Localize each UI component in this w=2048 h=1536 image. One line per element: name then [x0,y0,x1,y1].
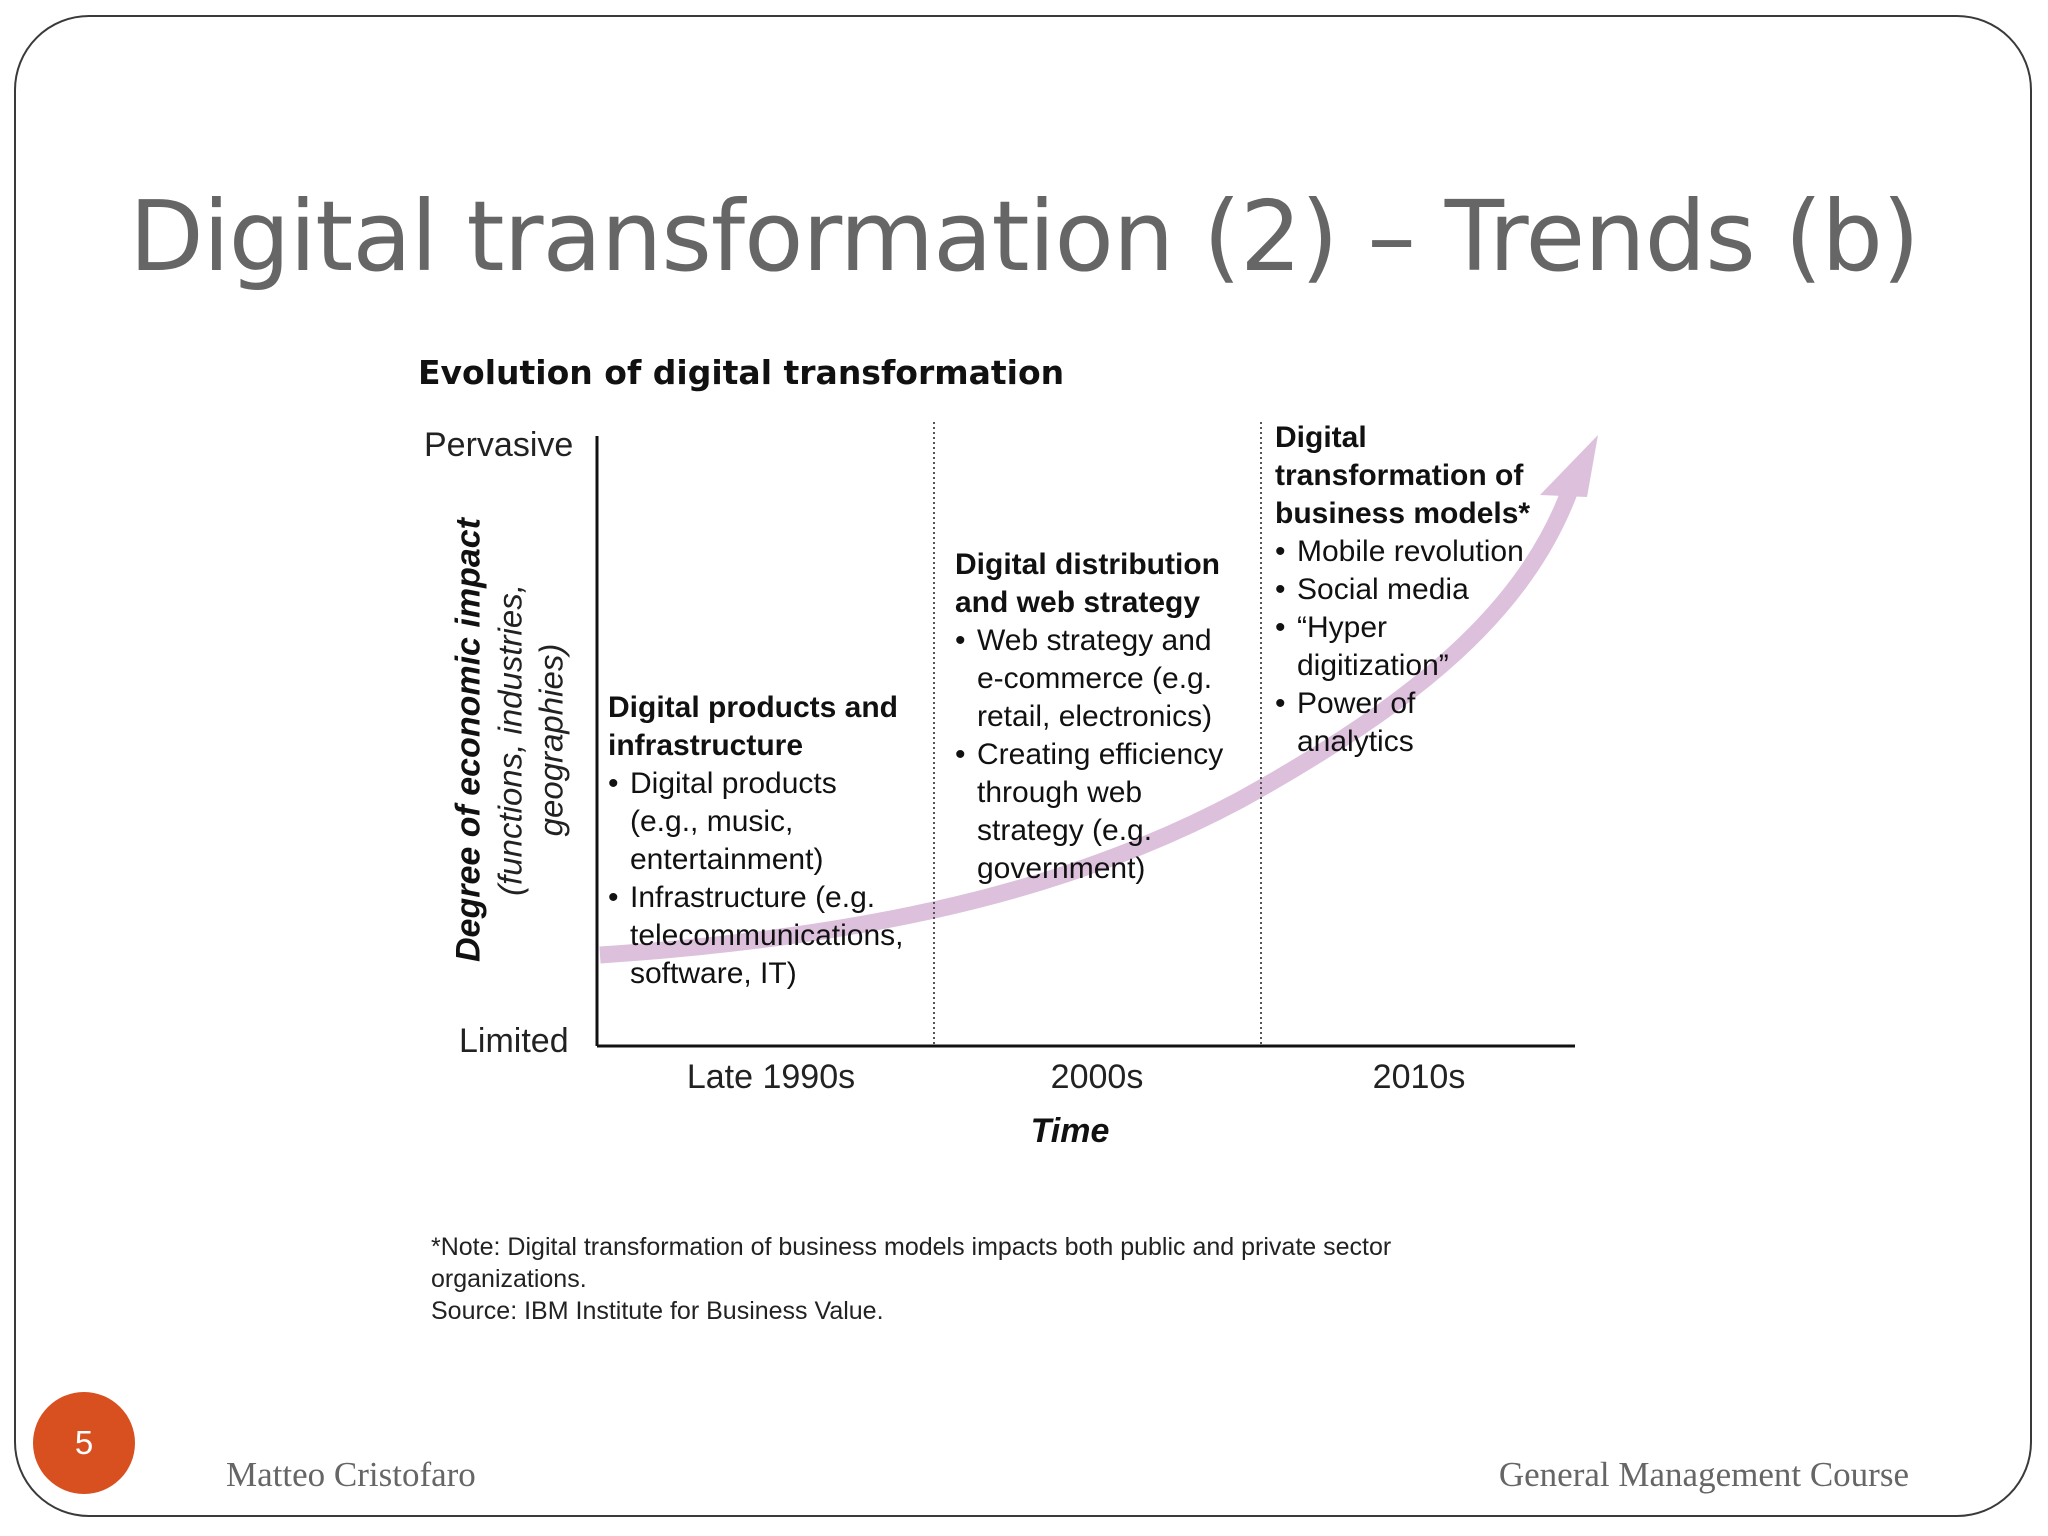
bullet-item: Digital products (e.g., music, entertain… [608,765,903,879]
x-tick-2010s: 2010s [1372,1058,1466,1096]
footer-author: Matteo Cristofaro [226,1455,476,1494]
phase-title-line: and web strategy [955,586,1201,619]
bullet-line: Creating efficiency [977,738,1224,771]
bullet-line: Infrastructure (e.g. [630,881,876,914]
bullet-line: analytics [1297,725,1414,758]
bullet-line: telecommunications, [630,919,904,952]
footer-course: General Management Course [1498,1455,1909,1494]
x-axis-title: Time [1030,1112,1110,1150]
bullet-line: (e.g., music, [630,805,794,838]
phase-late-1990s: Digital products and infrastructure Digi… [608,689,903,993]
bullet-line: Digital products [630,767,837,800]
bullet-line: through web [977,776,1143,809]
bullet-line: digitization” [1297,649,1449,682]
bullet-line: software, IT) [630,957,797,990]
bullet-line: Mobile revolution [1297,535,1524,568]
phase-title-line: business models* [1275,497,1531,530]
phase-title-line: transformation of [1275,459,1524,492]
bullet-line: e-commerce (e.g. [977,662,1213,695]
bullet-item: Power of analytics [1275,685,1530,761]
bullet-item: Mobile revolution [1275,533,1530,571]
phase-title: Digital products and infrastructure [608,689,903,765]
phase-title-line: Digital distribution [955,548,1220,581]
phase-title-line: Digital products and [608,691,899,724]
source-line: Source: IBM Institute for Business Value… [431,1297,884,1325]
y-axis-title-sub-2: geographies) [532,643,570,837]
x-tick-2000s: 2000s [1050,1058,1144,1096]
bullet-line: government) [977,852,1146,885]
y-axis-bottom-label: Limited [459,1022,569,1060]
bullet-line: Power of [1297,687,1416,720]
page-number-badge: 5 [33,1392,135,1494]
phase-2000s: Digital distribution and web strategy We… [955,546,1223,888]
bullet-line: Social media [1297,573,1469,606]
x-tick-late-1990s: Late 1990s [686,1058,856,1096]
note-line: *Note: Digital transformation of busines… [431,1233,1392,1261]
phase-bullets: Mobile revolution Social media “Hyper di… [1275,533,1530,761]
bullet-line: entertainment) [630,843,824,876]
figure-title: Evolution of digital transformation [418,353,1065,392]
y-axis-top-label: Pervasive [424,426,574,464]
note-line: organizations. [431,1265,587,1293]
bullet-item: Infrastructure (e.g. telecommunications,… [608,879,903,993]
y-axis-title-main: Degree of economic impact [449,517,488,963]
bullet-line: Web strategy and [977,624,1212,657]
figure-note: *Note: Digital transformation of busines… [431,1231,1581,1327]
phase-title: Digital distribution and web strategy [955,546,1223,622]
bullet-item: Social media [1275,571,1530,609]
phase-bullets: Web strategy and e-commerce (e.g. retail… [955,622,1223,888]
phase-title-line: Digital [1275,421,1367,454]
bullet-line: retail, electronics) [977,700,1213,733]
phase-2010s: Digital transformation of business model… [1275,419,1530,761]
phase-title: Digital transformation of business model… [1275,419,1530,533]
bullet-line: “Hyper [1297,611,1388,644]
bullet-line: strategy (e.g. [977,814,1153,847]
phase-bullets: Digital products (e.g., music, entertain… [608,765,903,993]
slide-title: Digital transformation (2) – Trends (b) [129,180,1920,293]
bullet-item: “Hyper digitization” [1275,609,1530,685]
bullet-item: Creating efficiency through web strategy… [955,736,1223,888]
y-axis-title-sub-1: (functions, industries, [491,584,529,896]
y-axis-title: Degree of economic impact (functions, in… [449,518,572,962]
bullet-item: Web strategy and e-commerce (e.g. retail… [955,622,1223,736]
phase-title-line: infrastructure [608,729,804,762]
